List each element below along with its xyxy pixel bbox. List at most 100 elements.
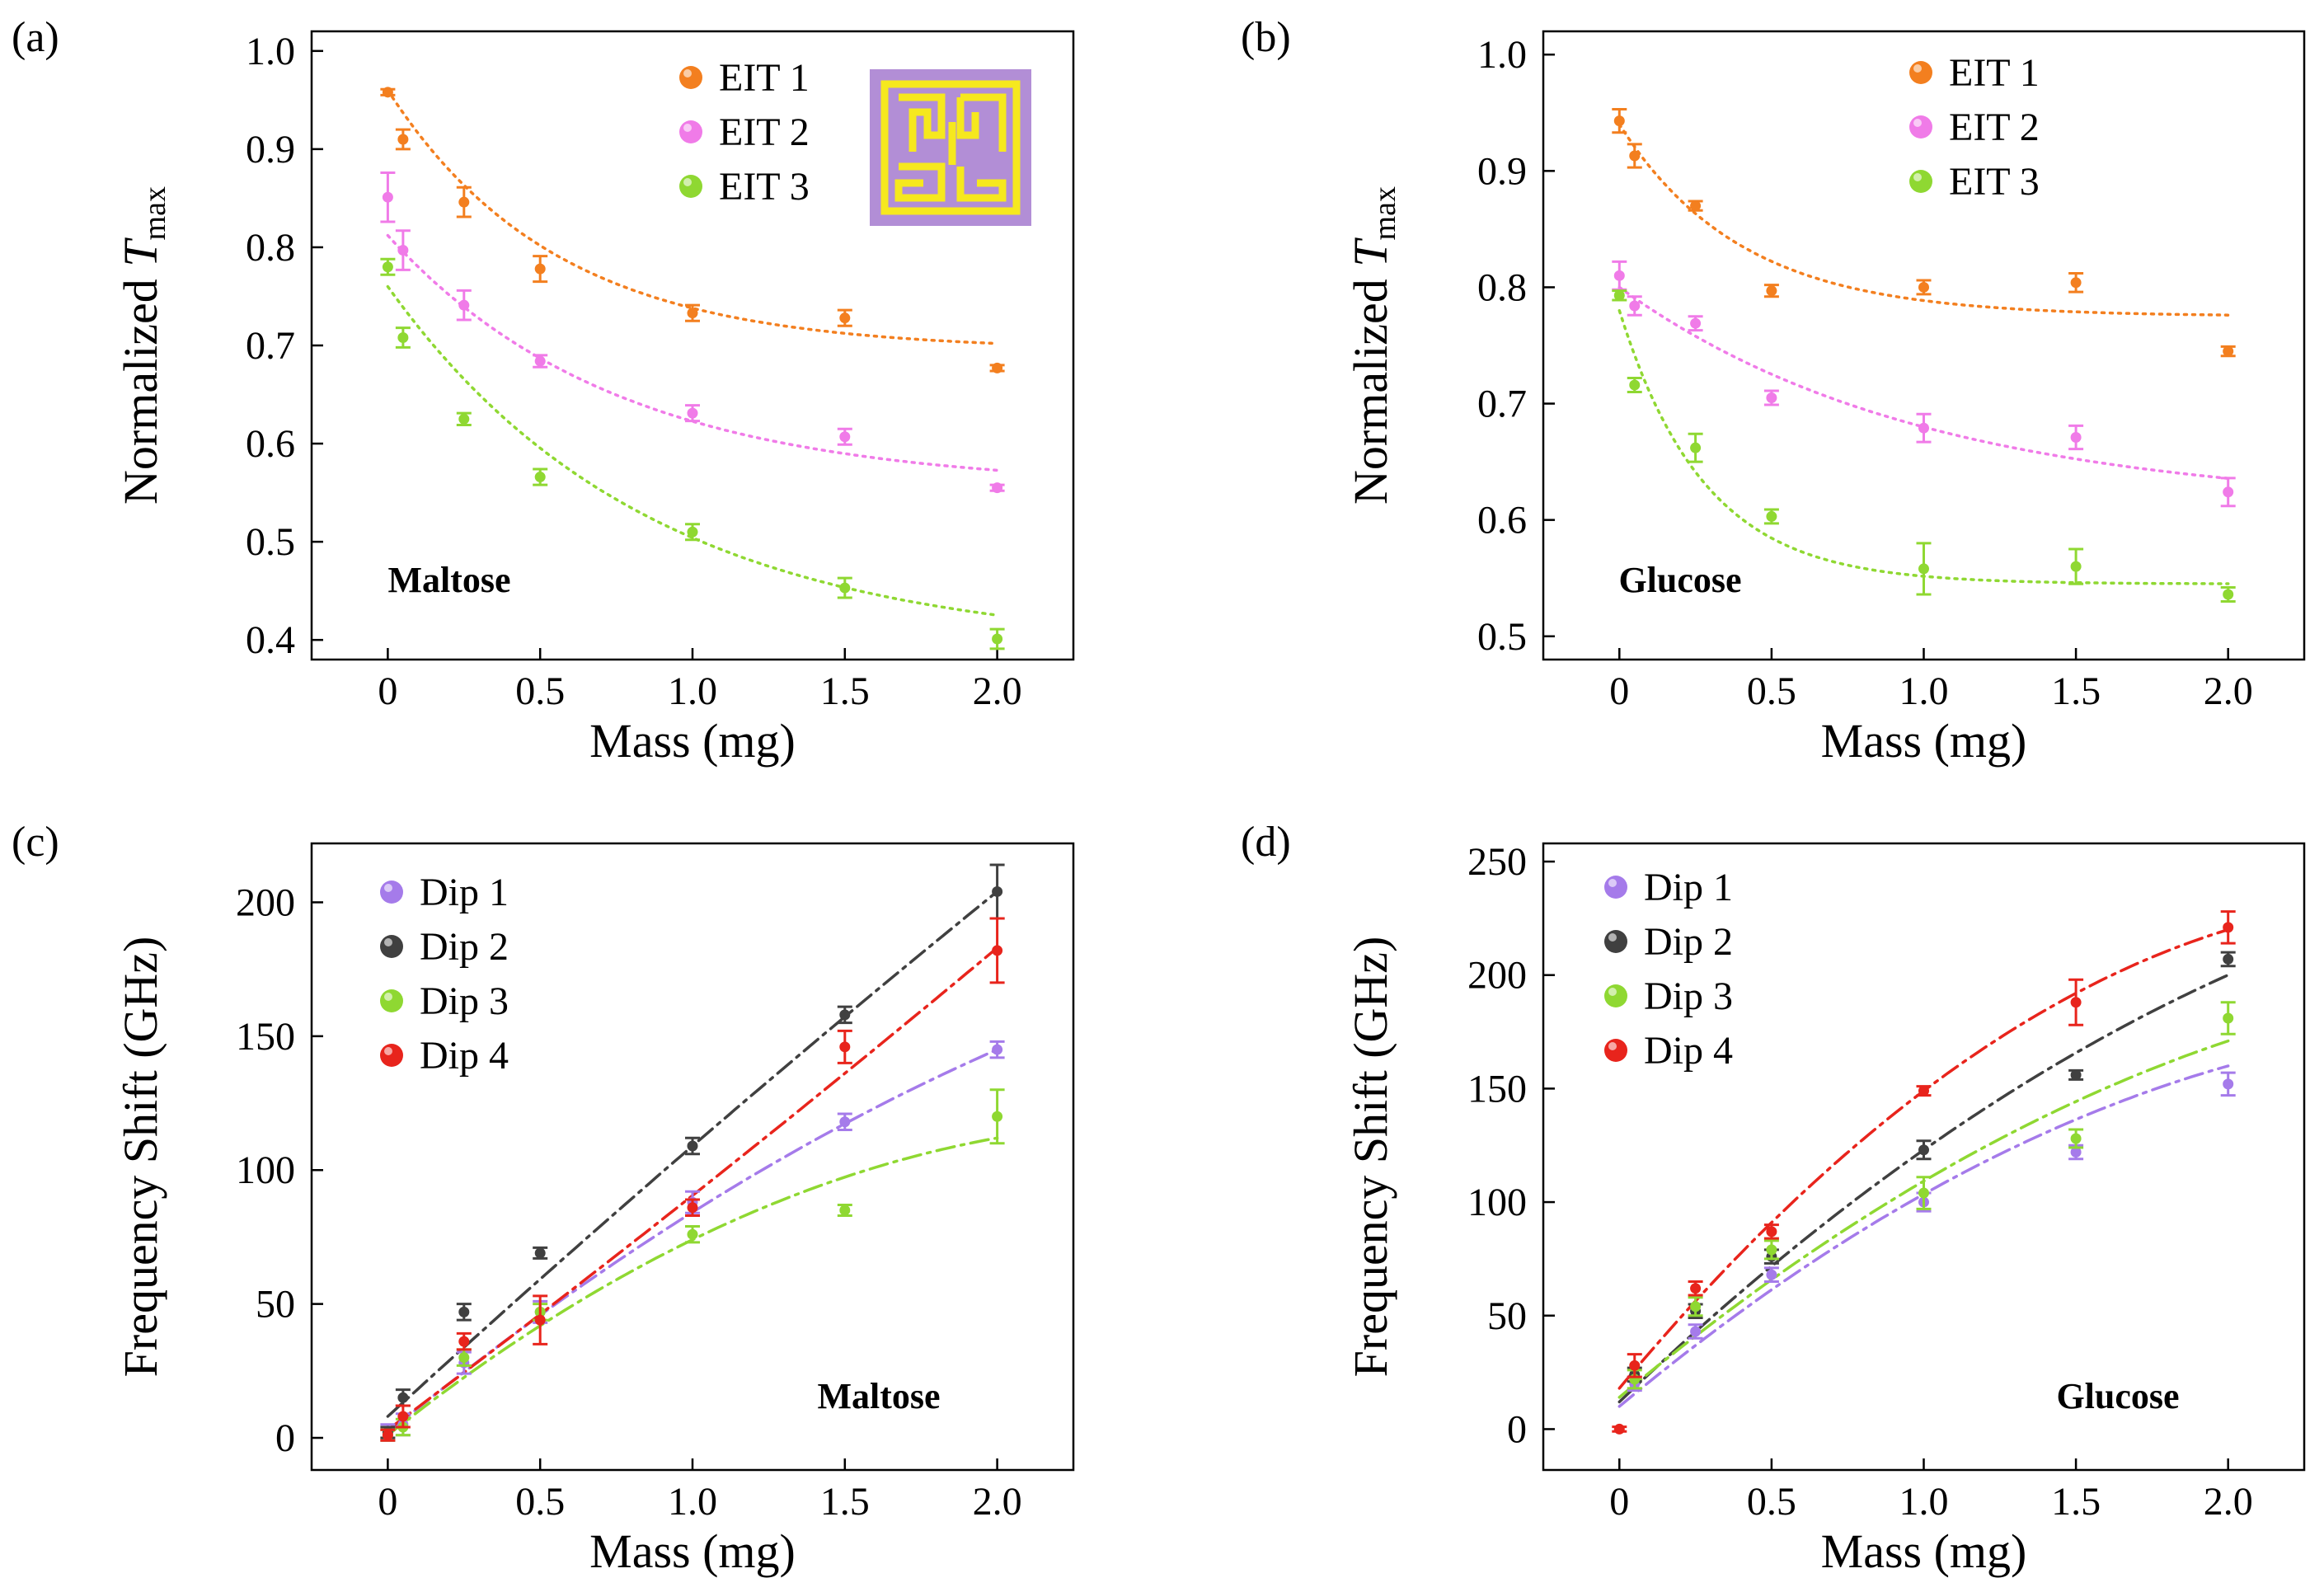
panel-label: (b) (1241, 14, 1291, 61)
data-point (687, 1202, 698, 1214)
data-point (992, 1111, 1003, 1122)
x-tick-label: 1.0 (1899, 669, 1949, 713)
sample-annotation: Maltose (817, 1376, 940, 1416)
data-point (2223, 486, 2234, 498)
data-point (1690, 1283, 1702, 1294)
inset-resonator-stroke (899, 93, 946, 152)
y-tick-label: 0 (275, 1416, 295, 1460)
fit-curve-eit-2 (386, 233, 999, 472)
x-tick-label: 1.0 (668, 1480, 717, 1524)
data-point (839, 582, 851, 594)
y-tick-label: 100 (1467, 1181, 1527, 1224)
x-tick-label: 0 (378, 669, 397, 713)
legend-marker-highlight (1608, 879, 1617, 887)
y-tick-label: 200 (236, 881, 295, 924)
x-tick-label: 0 (378, 1480, 397, 1524)
data-point (1690, 442, 1702, 453)
y-tick-label: 0.5 (246, 520, 295, 564)
y-axis-label-subscript: max (138, 186, 172, 240)
y-axis-label: Frequency Shift (GHz) (1344, 937, 1397, 1378)
x-axis-label: Mass (mg) (589, 1524, 796, 1578)
legend-label: EIT 2 (1949, 106, 2040, 149)
x-tick-label: 0.5 (1747, 669, 1796, 713)
data-point (1918, 1085, 1929, 1097)
legend-label: Dip 3 (420, 979, 509, 1023)
y-axis-label-main: Frequency Shift (GHz) (114, 937, 167, 1378)
legend-label: Dip 2 (420, 925, 509, 969)
data-point (1918, 1187, 1929, 1199)
legend-label: Dip 1 (420, 871, 509, 914)
data-point (992, 945, 1003, 956)
legend-marker (1604, 876, 1627, 899)
data-point (839, 431, 851, 443)
data-point (1690, 317, 1702, 329)
legend-marker (1909, 61, 1932, 84)
fit-curve-eit-3 (386, 284, 999, 617)
legend-marker-highlight (384, 1047, 392, 1055)
data-point (2070, 277, 2082, 289)
y-tick-label: 0.8 (246, 226, 295, 270)
x-tick-label: 0.5 (1747, 1480, 1796, 1524)
panel-label: (a) (12, 14, 59, 61)
data-point (687, 526, 698, 538)
data-point (1613, 270, 1625, 281)
data-point (1766, 1226, 1777, 1237)
legend-marker (1909, 115, 1932, 139)
data-point (2223, 1078, 2234, 1090)
data-point (687, 407, 698, 419)
legend-marker-highlight (683, 124, 692, 132)
legend-marker-highlight (384, 938, 392, 946)
data-point (2070, 997, 2082, 1008)
data-point (2070, 431, 2082, 443)
data-point (992, 482, 1003, 494)
legend-marker-highlight (1608, 988, 1617, 996)
y-tick-label: 0.6 (246, 422, 295, 466)
legend-marker (1604, 930, 1627, 953)
legend-marker-highlight (384, 993, 392, 1001)
legend-marker (380, 1044, 403, 1067)
data-point (839, 1041, 851, 1053)
x-tick-label: 1.0 (1899, 1480, 1949, 1524)
y-tick-label: 50 (256, 1283, 295, 1327)
data-point (992, 633, 1003, 645)
data-point (992, 362, 1003, 373)
data-point (687, 308, 698, 319)
data-point (1918, 1144, 1929, 1156)
data-point (2223, 953, 2234, 965)
data-point (1918, 563, 1929, 575)
data-point (534, 1314, 546, 1326)
data-point (2223, 589, 2234, 600)
y-tick-label: 250 (1467, 840, 1527, 884)
legend-marker-highlight (384, 884, 392, 892)
data-point (397, 245, 409, 256)
x-tick-label: 0 (1609, 1480, 1629, 1524)
inset-resonator-stroke (956, 167, 1007, 202)
data-point (2070, 1133, 2082, 1144)
data-point (992, 885, 1003, 897)
x-tick-label: 1.5 (2051, 669, 2101, 713)
legend-label: EIT 3 (1949, 160, 2040, 204)
legend-marker (380, 989, 403, 1012)
x-tick-label: 2.0 (973, 1480, 1022, 1524)
sample-annotation: Glucose (1618, 560, 1741, 600)
data-point (397, 331, 409, 343)
data-point (839, 1205, 851, 1216)
y-tick-label: 0.7 (246, 324, 295, 368)
y-tick-label: 1.0 (1477, 33, 1527, 77)
data-point (382, 261, 393, 273)
x-axis-label: Mass (mg) (1821, 1524, 2027, 1578)
data-point (687, 1228, 698, 1240)
data-point (839, 312, 851, 324)
data-point (382, 87, 393, 98)
data-point (458, 196, 470, 208)
legend-marker (679, 175, 702, 198)
data-point (1629, 379, 1641, 391)
legend-marker-highlight (1913, 119, 1922, 127)
data-point (1629, 1360, 1641, 1371)
data-point (1613, 289, 1625, 301)
y-axis-label: Normalized Tmax (114, 186, 172, 505)
legend-marker (679, 66, 702, 89)
panel-label: (c) (12, 819, 59, 866)
